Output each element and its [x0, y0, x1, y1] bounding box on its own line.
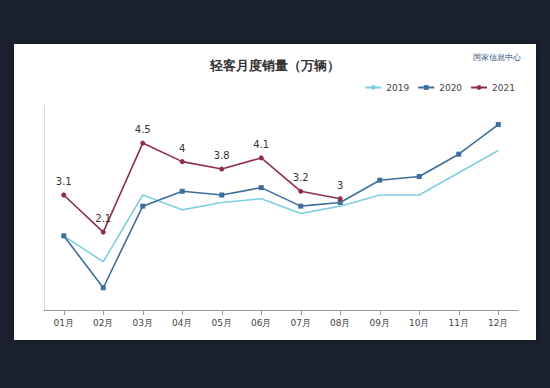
svg-text:01月: 01月 — [54, 318, 74, 328]
svg-text:2020: 2020 — [439, 83, 462, 93]
svg-text:09月: 09月 — [370, 318, 390, 328]
svg-text:3.2: 3.2 — [293, 172, 309, 183]
svg-text:10月: 10月 — [409, 318, 429, 328]
svg-text:4.1: 4.1 — [253, 139, 269, 150]
svg-text:06月: 06月 — [251, 318, 271, 328]
svg-text:3: 3 — [337, 180, 343, 191]
svg-text:4: 4 — [179, 143, 185, 154]
svg-text:02月: 02月 — [93, 318, 113, 328]
svg-text:2.1: 2.1 — [95, 213, 111, 224]
svg-text:04月: 04月 — [172, 318, 192, 328]
svg-text:03月: 03月 — [133, 318, 153, 328]
svg-text:国家信息中心: 国家信息中心 — [473, 53, 521, 62]
svg-text:轻客月度销量（万辆）: 轻客月度销量（万辆） — [209, 58, 340, 73]
svg-text:3.8: 3.8 — [214, 150, 230, 161]
svg-text:4.5: 4.5 — [135, 124, 151, 135]
svg-text:2019: 2019 — [386, 83, 409, 93]
svg-text:11月: 11月 — [449, 318, 469, 328]
svg-text:2021: 2021 — [492, 83, 515, 93]
svg-text:08月: 08月 — [330, 318, 350, 328]
svg-text:12月: 12月 — [488, 318, 508, 328]
svg-text:3.1: 3.1 — [56, 176, 72, 187]
svg-text:05月: 05月 — [212, 318, 232, 328]
svg-text:07月: 07月 — [291, 318, 311, 328]
